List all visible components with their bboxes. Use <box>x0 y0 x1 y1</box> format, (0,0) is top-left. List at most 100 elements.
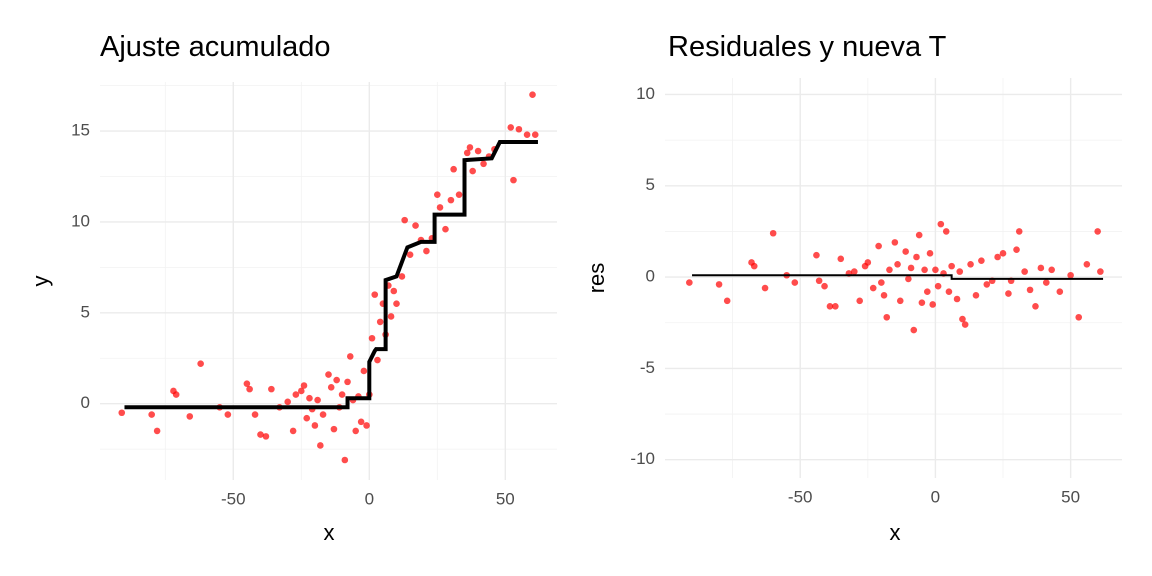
point <box>1042 279 1050 286</box>
point <box>686 279 693 286</box>
point <box>371 291 379 298</box>
point <box>434 191 441 198</box>
point <box>523 131 531 139</box>
point <box>455 191 463 198</box>
point <box>929 301 937 308</box>
point <box>891 239 899 246</box>
point <box>723 297 731 305</box>
point <box>1013 246 1020 253</box>
point <box>466 144 474 151</box>
point <box>412 222 419 229</box>
point <box>959 315 966 323</box>
y-tick-label: 5 <box>81 302 90 321</box>
y-tick-label: 5 <box>646 175 655 194</box>
point <box>821 282 828 290</box>
point <box>341 456 349 464</box>
point <box>1032 303 1039 310</box>
point <box>953 295 961 303</box>
point <box>507 124 515 131</box>
point <box>856 297 863 305</box>
point <box>447 196 455 204</box>
point <box>289 427 297 435</box>
y-tick-label: -5 <box>640 358 655 377</box>
point <box>515 125 523 133</box>
point <box>837 255 845 263</box>
point <box>284 398 291 406</box>
point <box>924 288 931 295</box>
point <box>913 253 920 261</box>
point <box>352 427 360 435</box>
y-axis-label: y <box>28 276 53 287</box>
point <box>325 371 332 378</box>
x-axis-label: x <box>890 520 901 545</box>
point <box>398 273 406 280</box>
point <box>934 282 942 290</box>
point <box>118 409 126 417</box>
point <box>423 247 430 255</box>
point <box>926 250 934 257</box>
point <box>469 167 476 175</box>
y-tick-label: 0 <box>646 267 655 286</box>
point <box>246 385 253 393</box>
point <box>186 413 194 420</box>
x-tick-label: 50 <box>1061 487 1080 506</box>
point <box>902 248 909 255</box>
point <box>368 334 376 342</box>
point <box>463 149 471 157</box>
point <box>761 284 769 292</box>
point <box>905 275 912 283</box>
point <box>907 264 915 272</box>
point <box>972 292 980 299</box>
point <box>480 160 487 168</box>
point <box>1094 228 1101 235</box>
step-line <box>692 274 1104 280</box>
point <box>268 385 275 393</box>
point <box>262 433 270 440</box>
point <box>769 229 777 237</box>
point <box>791 279 799 286</box>
point <box>243 380 251 387</box>
point <box>942 228 950 235</box>
point <box>1075 313 1083 321</box>
point <box>967 261 974 268</box>
point <box>363 422 370 429</box>
y-tick-label: -10 <box>630 449 655 468</box>
point <box>306 394 313 402</box>
point <box>1037 264 1045 272</box>
point <box>401 216 408 224</box>
point <box>932 266 939 274</box>
x-tick-label: 0 <box>365 489 374 508</box>
point <box>327 384 335 391</box>
point <box>915 231 923 239</box>
point <box>297 387 305 395</box>
chart-title: Residuales y nueva T <box>668 31 947 63</box>
point <box>314 396 321 404</box>
point <box>172 391 180 398</box>
point <box>374 356 381 364</box>
point <box>983 281 991 288</box>
point <box>153 427 161 435</box>
panel: -50 0 50 0 5 10 15 Ajuste acumulado x y <box>28 31 557 545</box>
point <box>474 147 482 155</box>
point <box>510 176 517 184</box>
point <box>937 220 945 228</box>
point <box>869 284 877 292</box>
y-tick-label: 15 <box>71 121 90 140</box>
point <box>894 261 901 268</box>
point <box>197 360 204 367</box>
point <box>393 300 400 308</box>
y-axis-label: res <box>584 263 609 294</box>
point <box>945 288 953 295</box>
point <box>886 266 893 274</box>
point <box>1048 266 1055 274</box>
point <box>910 326 918 334</box>
point <box>961 321 969 328</box>
point <box>978 257 985 264</box>
x-axis-label: x <box>324 520 335 545</box>
point <box>715 281 723 288</box>
point <box>376 318 384 326</box>
point <box>346 353 354 360</box>
point <box>813 251 820 259</box>
point <box>921 266 928 274</box>
